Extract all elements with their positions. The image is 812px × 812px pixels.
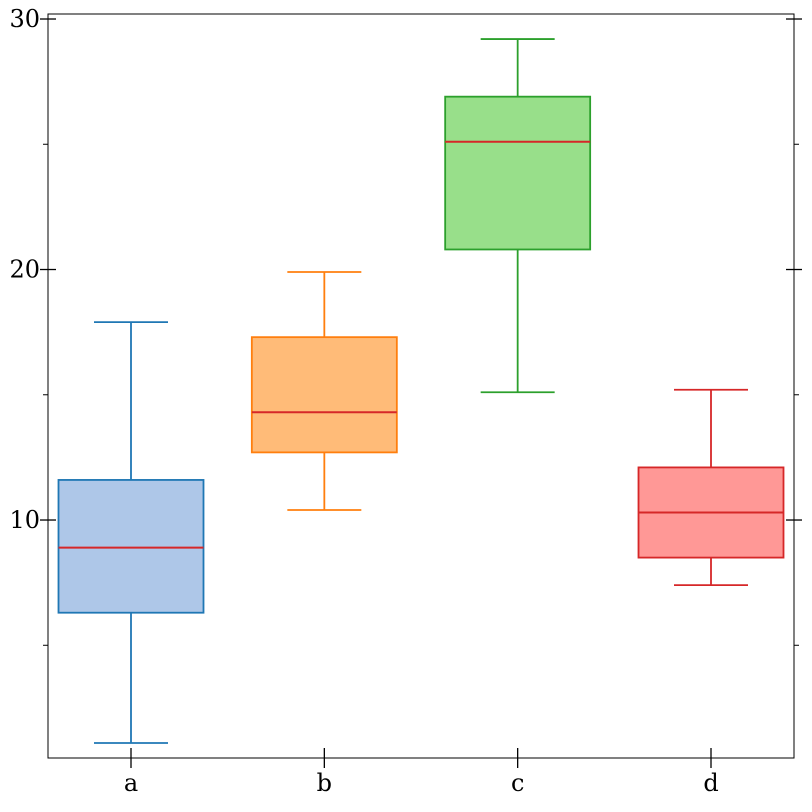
- x-tick-label: c: [511, 769, 524, 797]
- x-tick-label: d: [703, 769, 718, 797]
- box-c: [444, 38, 592, 394]
- box-b: [250, 271, 398, 511]
- box-iqr: [444, 95, 592, 251]
- box-d: [637, 388, 785, 587]
- box-iqr: [57, 479, 205, 614]
- box-iqr: [250, 336, 398, 454]
- y-tick-label: 10: [9, 506, 40, 534]
- x-tick-label: a: [124, 769, 138, 797]
- y-tick-label: 20: [9, 256, 40, 284]
- x-axis-ticks: a b c d: [124, 748, 719, 797]
- plot-frame: [47, 13, 795, 759]
- box-series: [57, 38, 785, 744]
- x-tick-label: b: [317, 769, 332, 797]
- y-axis-ticks: 10 20 30: [9, 5, 802, 646]
- y-tick-label: 30: [9, 5, 40, 33]
- box-a: [57, 321, 205, 744]
